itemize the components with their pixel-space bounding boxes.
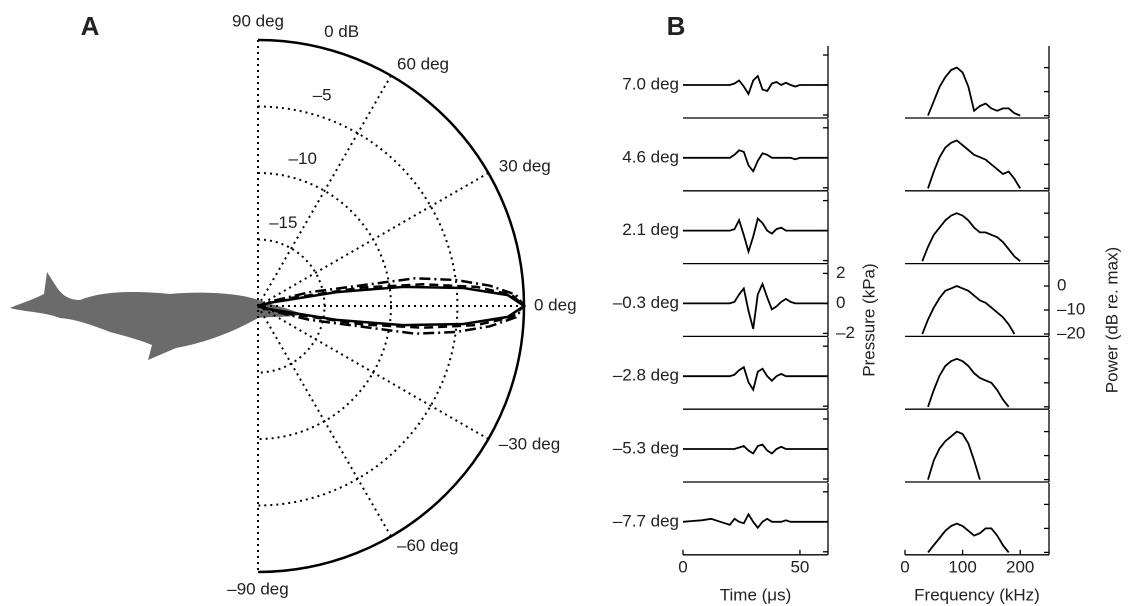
beam-pattern [257, 277, 526, 335]
y-tick-label: 2 [836, 263, 845, 282]
row-label: 4.6 deg [622, 147, 679, 166]
row-label: –5.3 deg [613, 438, 679, 457]
angle-tick-label: 60 deg [397, 55, 449, 74]
angle-tick-label: 30 deg [499, 156, 551, 175]
y-tick-label: –20 [1057, 323, 1085, 342]
waveform-line [683, 281, 828, 330]
angle-tick-label: –90 deg [227, 579, 288, 598]
x-tick-label: 100 [948, 557, 976, 576]
waveform-line [683, 74, 828, 97]
x-axis-title: Time (μs) [720, 585, 792, 604]
grid-line [257, 305, 392, 537]
waveform-line [683, 149, 828, 174]
x-tick-label: 0 [678, 557, 687, 576]
grid-line [257, 305, 489, 440]
x-tick-label: 50 [790, 557, 809, 576]
panel-label: B [667, 11, 686, 41]
r-tick-label: –10 [289, 149, 317, 168]
grid-line [257, 172, 489, 307]
x-tick-label: 0 [900, 557, 909, 576]
r-tick-label: –5 [313, 86, 332, 105]
spectrum-line [921, 285, 1016, 335]
angle-tick-label: 90 deg [232, 11, 284, 30]
y-axis-title: Power (dB re. max) [1102, 247, 1121, 393]
angle-tick-label: –60 deg [397, 536, 458, 555]
panel-label: A [81, 11, 100, 41]
grid-ring [257, 238, 326, 374]
spectrum-line [927, 430, 981, 480]
y-tick-label: 0 [1057, 275, 1066, 294]
row-label: 7.0 deg [622, 74, 679, 93]
angle-tick-label: 0 deg [534, 295, 577, 314]
spectrum-line [921, 212, 1021, 262]
waveform-line [683, 365, 828, 392]
y-tick-label: –2 [836, 323, 855, 342]
waveform-line [683, 216, 828, 255]
row-label: –2.8 deg [613, 366, 679, 385]
waveform-line [682, 512, 828, 530]
y-tick-label: 0 [836, 293, 845, 312]
r-tick-label: 0 dB [324, 22, 359, 41]
row-label: –0.3 deg [613, 293, 679, 312]
waveform-line [683, 443, 828, 455]
grid-line [257, 75, 392, 307]
grid-ring [257, 172, 392, 440]
y-axis-title: Pressure (kPa) [859, 263, 878, 376]
spectrum-line [927, 522, 1010, 553]
r-tick-label: –15 [269, 213, 297, 232]
y-tick-label: –10 [1057, 299, 1085, 318]
x-axis-title: Frequency (kHz) [914, 585, 1040, 604]
spectrum-line [927, 66, 1021, 117]
row-label: –7.7 deg [613, 511, 679, 530]
spectrum-line [927, 357, 1010, 408]
whale-silhouette [10, 272, 302, 360]
angle-tick-label: –30 deg [499, 434, 560, 453]
spectrum-line [927, 139, 1021, 189]
x-tick-label: 200 [1006, 557, 1034, 576]
row-label: 2.1 deg [622, 220, 679, 239]
